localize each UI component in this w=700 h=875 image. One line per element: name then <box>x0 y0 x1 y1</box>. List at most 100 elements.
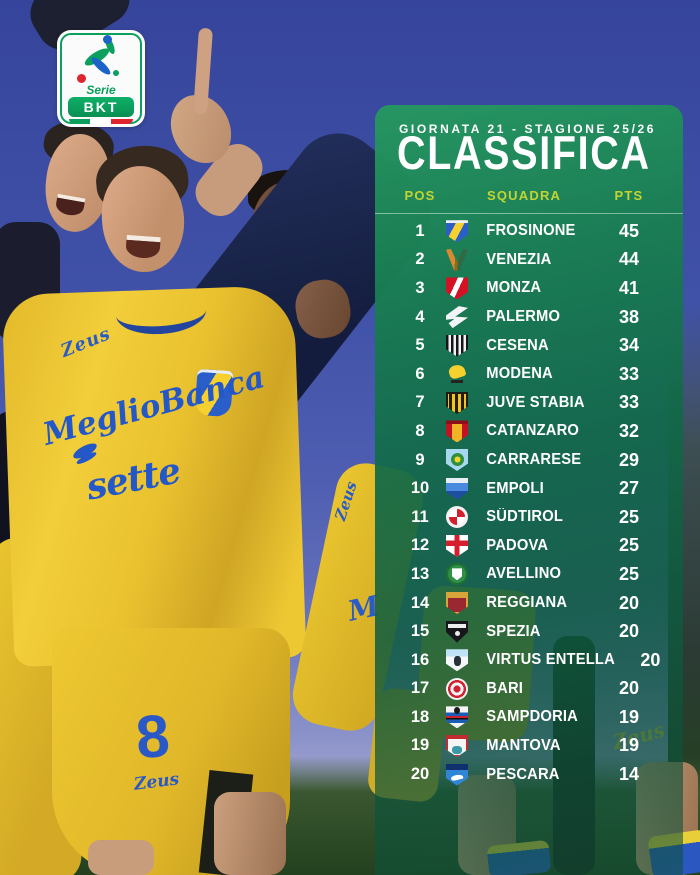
row-pts: 32 <box>618 420 640 441</box>
row-team: MANTOVA <box>486 736 561 754</box>
row-pts: 19 <box>618 706 640 727</box>
row-pos: 3 <box>415 278 425 297</box>
row-pts: 20 <box>618 678 640 699</box>
table-row: 13 AVELLINO 25 <box>375 560 683 589</box>
team-crest-icon <box>446 420 468 443</box>
row-team: CESENA <box>486 336 549 354</box>
table-row: 6 MODENA 33 <box>375 360 683 389</box>
row-pos: 12 <box>410 536 430 555</box>
team-crest-icon <box>446 734 468 757</box>
team-crest-icon <box>446 592 468 615</box>
table-row: 17 BARI 20 <box>375 675 683 704</box>
team-crest-icon <box>446 706 468 729</box>
matchday-label: GIORNATA 21 - STAGIONE 25/26 <box>399 122 657 136</box>
row-team: JUVE STABIA <box>486 393 585 411</box>
table-row: 14 REGGIANA 20 <box>375 589 683 618</box>
main-player-leg <box>88 840 154 875</box>
row-pos: 19 <box>410 736 430 755</box>
team-crest-icon <box>446 477 468 500</box>
page-title: CLASSIFICA <box>397 126 651 179</box>
row-team: EMPOLI <box>486 479 544 497</box>
row-pts: 25 <box>618 535 640 556</box>
row-team: PADOVA <box>486 536 549 554</box>
table-row: 10 EMPOLI 27 <box>375 474 683 503</box>
row-team: SÜDTIROL <box>486 508 564 526</box>
row-team: FROSINONE <box>486 222 576 240</box>
row-team: MODENA <box>486 365 553 383</box>
table-row: 19 MANTOVA 19 <box>375 732 683 761</box>
row-pts: 25 <box>618 563 640 584</box>
row-pts: 29 <box>618 449 640 470</box>
team-crest-icon <box>446 277 468 300</box>
team-crest-icon <box>446 620 468 643</box>
badge-serie-label: Serie <box>86 83 116 97</box>
table-row: 3 MONZA 41 <box>375 274 683 303</box>
row-pos: 8 <box>415 421 425 440</box>
row-team: AVELLINO <box>486 565 562 583</box>
table-row: 18 SAMPDORIA 19 <box>375 703 683 732</box>
header-divider <box>375 213 683 214</box>
table-row: 11 SÜDTIROL 25 <box>375 503 683 532</box>
team-crest-icon <box>446 306 468 329</box>
row-pts: 41 <box>618 277 640 298</box>
row-pts: 20 <box>618 621 640 642</box>
row-pts: 44 <box>618 249 640 270</box>
row-pos: 7 <box>415 393 425 412</box>
column-header-squadra: SQUADRA <box>487 188 562 203</box>
row-pos: 2 <box>415 250 425 269</box>
column-header-pts: PTS <box>614 188 644 203</box>
row-team: CATANZARO <box>486 422 580 440</box>
row-pos: 6 <box>415 364 425 383</box>
italian-flag-stripe <box>69 119 133 124</box>
row-team: VENEZIA <box>486 250 552 268</box>
table-header: POS SQUADRA PTS <box>375 188 683 203</box>
row-pts: 33 <box>618 363 640 384</box>
row-pts: 20 <box>640 649 661 670</box>
table-row: 9 CARRARESE 29 <box>375 446 683 475</box>
row-team: PESCARA <box>486 765 560 783</box>
row-team: VIRTUS ENTELLA <box>486 651 615 669</box>
table-row: 8 CATANZARO 32 <box>375 417 683 446</box>
row-pos: 14 <box>410 593 430 612</box>
team-crest-icon <box>446 563 468 586</box>
row-pos: 10 <box>410 479 430 498</box>
team-crest-icon <box>446 506 468 529</box>
team-crest-icon <box>446 534 468 557</box>
badge-bkt-label: BKT <box>68 97 134 117</box>
team-crest-icon <box>446 449 468 472</box>
row-pos: 4 <box>415 307 425 326</box>
badge-player-icon <box>103 35 112 44</box>
row-pos: 15 <box>410 622 430 641</box>
row-pos: 13 <box>410 564 430 583</box>
row-pts: 33 <box>618 392 640 413</box>
row-team: REGGIANA <box>486 594 568 612</box>
team-crest-icon <box>446 334 468 357</box>
row-pts: 20 <box>618 592 640 613</box>
row-pts: 38 <box>618 306 640 327</box>
table-row: 12 PADOVA 25 <box>375 532 683 561</box>
team-crest-icon <box>446 763 468 786</box>
table-row: 2 VENEZIA 44 <box>375 246 683 275</box>
row-pos: 5 <box>415 336 425 355</box>
table-row: 20 PESCARA 14 <box>375 760 683 789</box>
row-pts: 14 <box>618 764 640 785</box>
badge-dot-icon <box>113 70 119 76</box>
serie-bkt-logo: Serie BKT <box>57 30 145 127</box>
table-row: 15 SPEZIA 20 <box>375 617 683 646</box>
row-team: CARRARESE <box>486 451 582 469</box>
table-row: 1 FROSINONE 45 <box>375 217 683 246</box>
column-header-pos: POS <box>404 188 436 203</box>
team-crest-icon <box>446 677 468 700</box>
row-team: MONZA <box>486 279 542 297</box>
row-pos: 20 <box>410 765 430 784</box>
row-team: BARI <box>486 679 524 697</box>
row-team: PALERMO <box>486 308 561 326</box>
row-pos: 17 <box>410 679 430 698</box>
table-row: 5 CESENA 34 <box>375 331 683 360</box>
team-crest-icon <box>446 248 468 271</box>
table-row: 4 PALERMO 38 <box>375 303 683 332</box>
standings-rows: 1 FROSINONE 45 2 VENEZIA 44 3 MONZA 41 4… <box>375 217 683 789</box>
row-pts: 25 <box>618 506 640 527</box>
team-crest-icon <box>446 649 468 672</box>
